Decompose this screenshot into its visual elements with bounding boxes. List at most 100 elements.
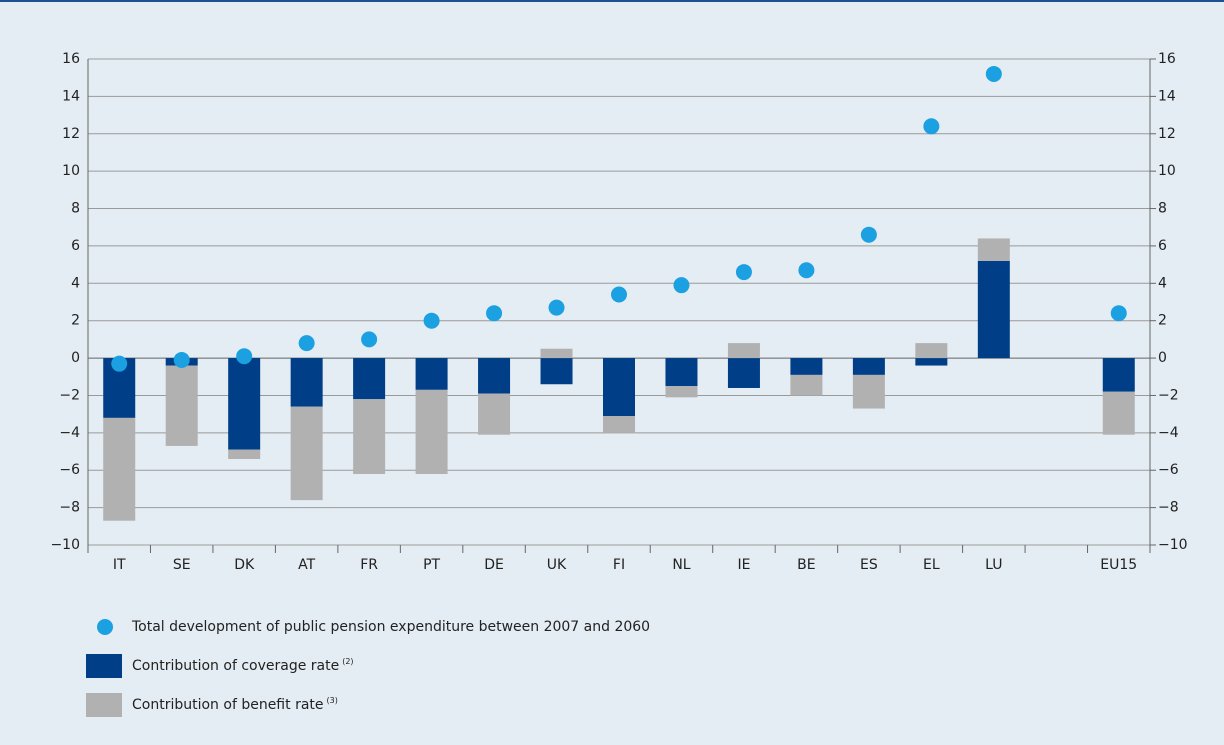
dot (985, 65, 1002, 82)
legend-marker (86, 693, 122, 717)
dot (173, 351, 190, 368)
y-tick-label: 14 (62, 88, 80, 104)
y2-tick-label: 10 (1158, 163, 1176, 179)
dot (923, 118, 940, 135)
x-tick-label: NL (672, 557, 690, 573)
bar-segment (852, 374, 885, 409)
y-tick-label: 4 (71, 275, 80, 291)
dot (361, 331, 378, 348)
bar-segment (103, 417, 136, 521)
y-tick-label: 10 (62, 163, 80, 179)
y2-tick-label: 14 (1158, 88, 1176, 104)
y-tick-label: −10 (50, 537, 80, 553)
y2-tick-label: −4 (1158, 425, 1179, 441)
dot (735, 264, 752, 281)
bar-segment (977, 238, 1010, 261)
y-tick-label: −8 (59, 500, 80, 516)
y2-tick-label: −10 (1158, 537, 1188, 553)
legend-label: Contribution of benefit rate (3) (132, 696, 338, 714)
dot (298, 335, 315, 352)
x-tick-label: DE (484, 557, 504, 573)
dot (548, 299, 565, 316)
y-tick-label: 6 (71, 238, 80, 254)
dot (486, 305, 503, 322)
dot (1110, 305, 1127, 322)
bar-segment (790, 374, 823, 396)
dot (423, 312, 440, 329)
y-tick-label: −6 (59, 462, 80, 478)
bar-segment (665, 386, 698, 398)
y2-tick-label: 6 (1158, 238, 1167, 254)
bar-segment (353, 358, 386, 400)
bar-segment (603, 358, 635, 417)
bar-segment (540, 358, 573, 385)
x-tick-label: DK (234, 557, 255, 573)
bar-segment (290, 406, 323, 501)
top-rule (0, 0, 1224, 2)
bar-segment (603, 416, 635, 433)
y-tick-label: 8 (71, 201, 80, 217)
y-tick-label: −4 (59, 425, 80, 441)
bar-segment (478, 393, 511, 435)
dot (860, 226, 877, 243)
legend-label: Total development of public pension expe… (131, 619, 650, 635)
y-tick-label: 0 (71, 350, 80, 366)
legend-text: Contribution of benefit rate (132, 697, 324, 713)
bar-segment (915, 358, 948, 366)
x-tick-label: IE (737, 557, 750, 573)
y2-tick-label: 12 (1158, 126, 1176, 142)
x-tick-label: ES (860, 557, 878, 573)
x-tick-label: FI (613, 557, 625, 573)
x-tick-label: EL (923, 557, 940, 573)
y2-tick-label: −2 (1158, 387, 1179, 403)
bar-segment (353, 399, 386, 474)
legend-text: Contribution of coverage rate (132, 658, 339, 674)
bar-segment (415, 358, 448, 390)
y2-tick-label: 8 (1158, 201, 1167, 217)
y2-tick-label: 4 (1158, 275, 1167, 291)
x-tick-label: BE (797, 557, 815, 573)
legend-footnote: (2) (342, 657, 353, 666)
bar-segment (1102, 391, 1135, 435)
x-tick-label: AT (298, 557, 315, 573)
legend-label: Contribution of coverage rate (2) (132, 657, 354, 675)
bar-segment (790, 358, 823, 375)
dot (236, 348, 253, 365)
bar-segment (228, 358, 261, 450)
legend-marker (86, 654, 122, 678)
x-tick-label: PT (423, 557, 440, 573)
y2-tick-label: 2 (1158, 313, 1167, 329)
bar-segment (228, 449, 261, 460)
dot (111, 355, 128, 372)
bar-segment (727, 358, 760, 388)
bar-segment (852, 358, 885, 375)
y2-tick-label: −8 (1158, 500, 1179, 516)
bar-segment (1102, 358, 1135, 392)
x-tick-label: EU15 (1100, 557, 1137, 573)
x-tick-label: SE (173, 557, 191, 573)
bar-segment (290, 358, 323, 407)
bar-segment (165, 365, 198, 446)
y2-tick-label: 0 (1158, 350, 1167, 366)
bar-segment (540, 348, 573, 359)
y2-tick-label: 16 (1158, 51, 1176, 67)
bar-segment (727, 343, 760, 359)
dot (798, 262, 815, 279)
bar-segment (977, 260, 1010, 359)
bar-segment (478, 358, 511, 394)
legend-footnote: (3) (327, 696, 338, 705)
y-tick-label: 2 (71, 313, 80, 329)
x-tick-label: IT (113, 557, 126, 573)
y-tick-label: 12 (62, 126, 80, 142)
y-tick-label: 16 (62, 51, 80, 67)
bar-segment (915, 343, 948, 359)
bar-segment (415, 389, 448, 474)
dot (673, 277, 690, 294)
legend-marker (97, 619, 113, 635)
y2-tick-label: −6 (1158, 462, 1179, 478)
dot (611, 286, 627, 303)
x-tick-label: FR (360, 557, 378, 573)
x-tick-label: LU (985, 557, 1002, 573)
